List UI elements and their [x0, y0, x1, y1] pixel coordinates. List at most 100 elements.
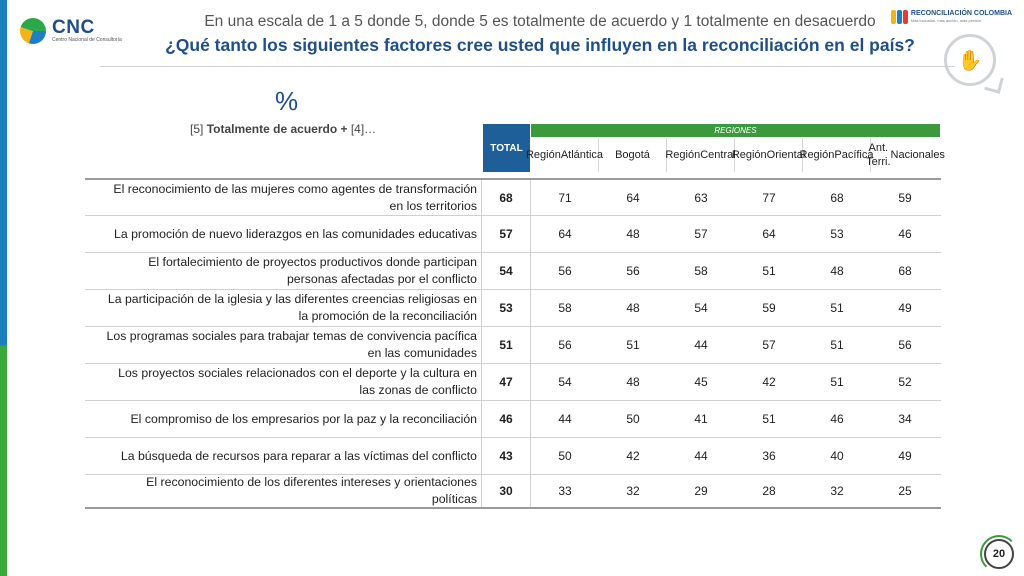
region-header: Ant. Terri. Nacionales	[866, 142, 945, 168]
region-value: 56	[558, 338, 572, 352]
row-label: La participación de la iglesia y las dif…	[85, 290, 482, 326]
region-value: 57	[762, 338, 776, 352]
region-value: 50	[626, 412, 640, 426]
row-label: Los proyectos sociales relacionados con …	[85, 364, 482, 400]
region-value: 49	[898, 449, 912, 463]
region-value: 53	[830, 227, 844, 241]
total-value: 46	[482, 401, 531, 437]
total-value: 43	[482, 438, 531, 474]
region-value: 71	[558, 190, 572, 205]
region-value: 44	[694, 449, 708, 463]
row-label: Los programas sociales para trabajar tem…	[85, 327, 482, 363]
region-value: 25	[898, 484, 912, 498]
partner-name: RECONCILIACIÓN COLOMBIA	[910, 10, 1012, 17]
slide-subtitle: En una escala de 1 a 5 donde 5, donde 5 …	[204, 13, 876, 30]
table-row: El reconocimiento de las mujeres como ag…	[85, 178, 941, 215]
left-accent-stripe	[0, 0, 7, 576]
region-value: 28	[762, 484, 776, 498]
table-row: La búsqueda de recursos para reparar a l…	[85, 437, 941, 474]
region-value: 68	[830, 190, 844, 205]
reconciliacion-bars-icon	[890, 10, 908, 24]
row-label: El compromiso de los empresarios por la …	[85, 401, 482, 437]
region-value: 59	[898, 190, 912, 205]
region-value: 33	[558, 484, 572, 498]
region-value: 48	[830, 264, 844, 278]
total-value: 47	[482, 364, 531, 400]
region-value: 40	[830, 449, 844, 463]
cnc-logo-icon	[20, 18, 46, 44]
slide-title: ¿Qué tanto los siguientes factores cree …	[165, 35, 915, 55]
page-number: 20	[984, 539, 1014, 569]
table-row: El compromiso de los empresarios por la …	[85, 400, 941, 437]
region-value: 49	[898, 301, 912, 315]
data-table: El reconocimiento de las mujeres como ag…	[85, 178, 941, 509]
region-value: 32	[626, 484, 640, 498]
region-value: 56	[558, 264, 572, 278]
region-header: Región Atlántica	[526, 138, 603, 172]
region-value: 58	[558, 301, 572, 315]
reconciliacion-logo: RECONCILIACIÓN COLOMBIA Más inclusión, m…	[890, 10, 1012, 24]
row-label: El reconocimiento de los diferentes inte…	[85, 475, 482, 507]
title-divider	[100, 66, 955, 67]
region-value: 57	[694, 227, 708, 241]
page-number-ring	[980, 535, 1018, 573]
total-value: 51	[482, 327, 531, 363]
region-value: 56	[898, 338, 912, 352]
region-header: Región Oriental	[732, 138, 805, 172]
row-label: La promoción de nuevo liderazgos en las …	[85, 216, 482, 252]
total-value: 68	[482, 180, 531, 215]
region-value: 51	[762, 264, 776, 278]
region-value: 63	[694, 190, 708, 205]
region-headers: Región Atlántica Bogotá Región Central Región…	[526, 138, 945, 172]
region-value: 54	[694, 301, 708, 315]
region-value: 68	[898, 264, 912, 278]
region-value: 34	[898, 412, 912, 426]
region-value: 77	[762, 190, 776, 205]
region-header: Bogotá	[599, 138, 667, 172]
row-label: La búsqueda de recursos para reparar a l…	[85, 438, 482, 474]
region-value: 58	[694, 264, 708, 278]
table-row: El reconocimiento de los diferentes inte…	[85, 474, 941, 509]
table-row: Los proyectos sociales relacionados con …	[85, 363, 941, 400]
region-value: 64	[762, 227, 776, 241]
region-value: 51	[626, 338, 640, 352]
region-value: 52	[898, 375, 912, 389]
region-value: 46	[898, 227, 912, 241]
total-value: 54	[482, 253, 531, 289]
magnifier-handle	[984, 74, 1004, 94]
region-value: 36	[762, 449, 776, 463]
total-value: 30	[482, 475, 531, 507]
region-header: Región Pacífica	[800, 138, 874, 172]
region-value: 46	[830, 412, 844, 426]
region-value: 42	[762, 375, 776, 389]
region-value: 44	[694, 338, 708, 352]
region-value: 48	[626, 375, 640, 389]
region-value: 56	[626, 264, 640, 278]
region-value: 29	[694, 484, 708, 498]
region-value: 51	[830, 338, 844, 352]
regions-group-header: REGIONES	[531, 124, 940, 137]
region-value: 45	[694, 375, 708, 389]
total-value: 53	[482, 290, 531, 326]
region-value: 50	[558, 449, 572, 463]
region-value: 32	[830, 484, 844, 498]
table-row: La participación de la iglesia y las dif…	[85, 289, 941, 326]
magnifier-hands-icon: ✋	[944, 34, 996, 86]
region-value: 51	[830, 375, 844, 389]
scale-note: [5] Totalmente de acuerdo + [4]…	[190, 122, 377, 136]
region-value: 42	[626, 449, 640, 463]
total-value: 57	[482, 216, 531, 252]
total-header: TOTAL	[483, 124, 530, 172]
region-header: Región Central	[665, 138, 736, 172]
table-row: Los programas sociales para trabajar tem…	[85, 326, 941, 363]
region-value: 48	[626, 227, 640, 241]
unit-label: %	[275, 86, 299, 116]
row-label: El fortalecimiento de proyectos producti…	[85, 253, 482, 289]
region-value: 64	[626, 190, 640, 205]
region-value: 41	[694, 412, 708, 426]
region-value: 59	[762, 301, 776, 315]
row-label: El reconocimiento de las mujeres como ag…	[85, 180, 482, 215]
table-row: El fortalecimiento de proyectos producti…	[85, 252, 941, 289]
region-value: 54	[558, 375, 572, 389]
region-value: 64	[558, 227, 572, 241]
